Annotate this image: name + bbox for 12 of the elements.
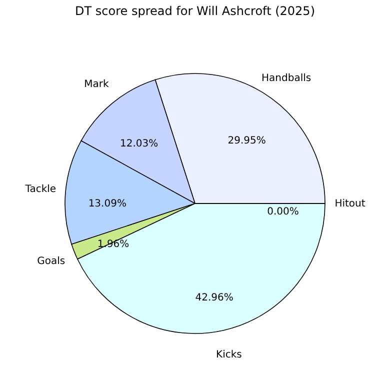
- slice-label: Handballs: [262, 73, 312, 84]
- slice-label: Kicks: [216, 350, 242, 361]
- data-label: 13.09%: [88, 198, 126, 210]
- slice-label: Mark: [84, 78, 109, 90]
- slice-label: Tackle: [24, 184, 56, 196]
- data-label: 42.96%: [195, 292, 234, 304]
- text: 0.00%: [267, 206, 299, 218]
- chart-title: DT score spread for Will Ashcroft (2025): [75, 4, 315, 18]
- data-label: 29.95%: [228, 135, 266, 146]
- category-label: Hitout: [334, 198, 366, 210]
- data-label: 12.03%: [120, 138, 158, 150]
- slice-label: Goals: [37, 256, 66, 268]
